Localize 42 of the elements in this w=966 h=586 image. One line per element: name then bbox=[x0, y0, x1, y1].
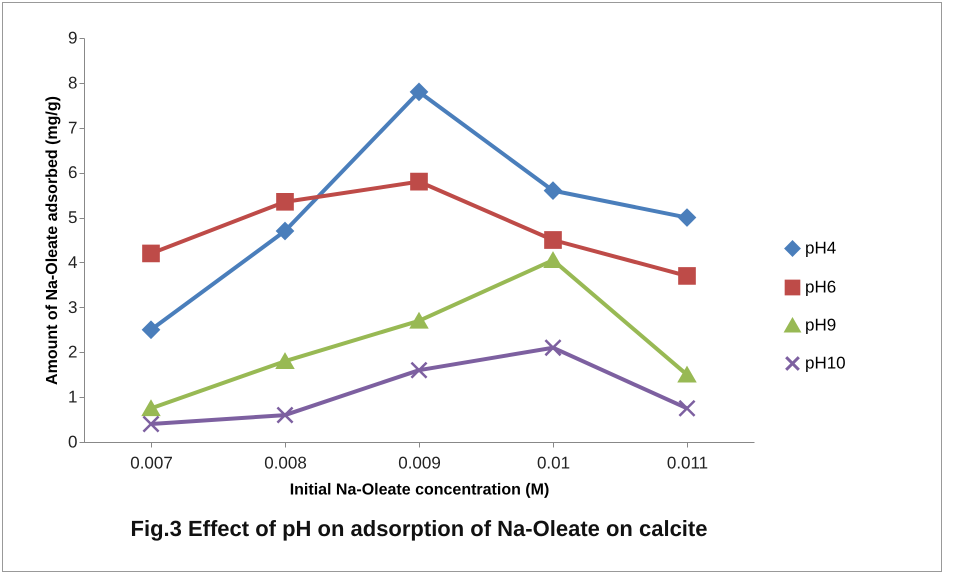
point bbox=[410, 83, 428, 101]
legend-label: pH6 bbox=[805, 278, 836, 296]
point bbox=[410, 172, 428, 190]
point bbox=[678, 267, 696, 285]
x-axis-title: Initial Na-Oleate concentration (M) bbox=[290, 482, 550, 498]
x-tick-label: 0.009 bbox=[398, 454, 441, 472]
legend-label: pH4 bbox=[805, 238, 836, 258]
point bbox=[678, 366, 696, 382]
x-tick-label: 0.008 bbox=[264, 454, 307, 472]
legend-label: pH9 bbox=[805, 316, 836, 334]
y-tick-label: 5 bbox=[68, 208, 78, 228]
point bbox=[276, 193, 294, 211]
y-tick-label: 9 bbox=[68, 28, 78, 48]
y-tick-label: 8 bbox=[68, 73, 78, 92]
legend-label: pH10 bbox=[805, 354, 846, 372]
text: Fig.3 Effect of pH on adsorption of Na-Oleate on calcite bbox=[130, 516, 708, 541]
y-tick-label: 6 bbox=[68, 163, 78, 182]
point bbox=[410, 312, 428, 329]
y-tick-label: 3 bbox=[68, 298, 78, 317]
point bbox=[544, 338, 562, 357]
point bbox=[544, 182, 562, 200]
point bbox=[410, 361, 428, 380]
x-tick-label: 0.011 bbox=[666, 454, 708, 472]
point bbox=[142, 244, 160, 262]
y-axis-title: Amount of Na-Oleate adsorbed (mg/g) bbox=[44, 96, 62, 385]
point bbox=[544, 231, 562, 249]
y-tick-label: 2 bbox=[68, 342, 78, 362]
x-tick-label: 0.007 bbox=[130, 454, 173, 472]
point bbox=[142, 400, 160, 416]
point bbox=[142, 320, 160, 339]
y-tick-label: 1 bbox=[68, 388, 78, 407]
point bbox=[678, 400, 696, 418]
y-tick-label: 0 bbox=[68, 432, 78, 452]
point bbox=[142, 415, 160, 433]
point bbox=[276, 406, 294, 424]
point bbox=[276, 353, 294, 370]
y-tick-label: 4 bbox=[68, 252, 78, 272]
point bbox=[544, 252, 562, 268]
x-tick-label: 0.01 bbox=[536, 454, 570, 472]
point bbox=[678, 208, 696, 226]
point bbox=[276, 222, 294, 240]
y-tick-label: 7 bbox=[68, 118, 78, 138]
